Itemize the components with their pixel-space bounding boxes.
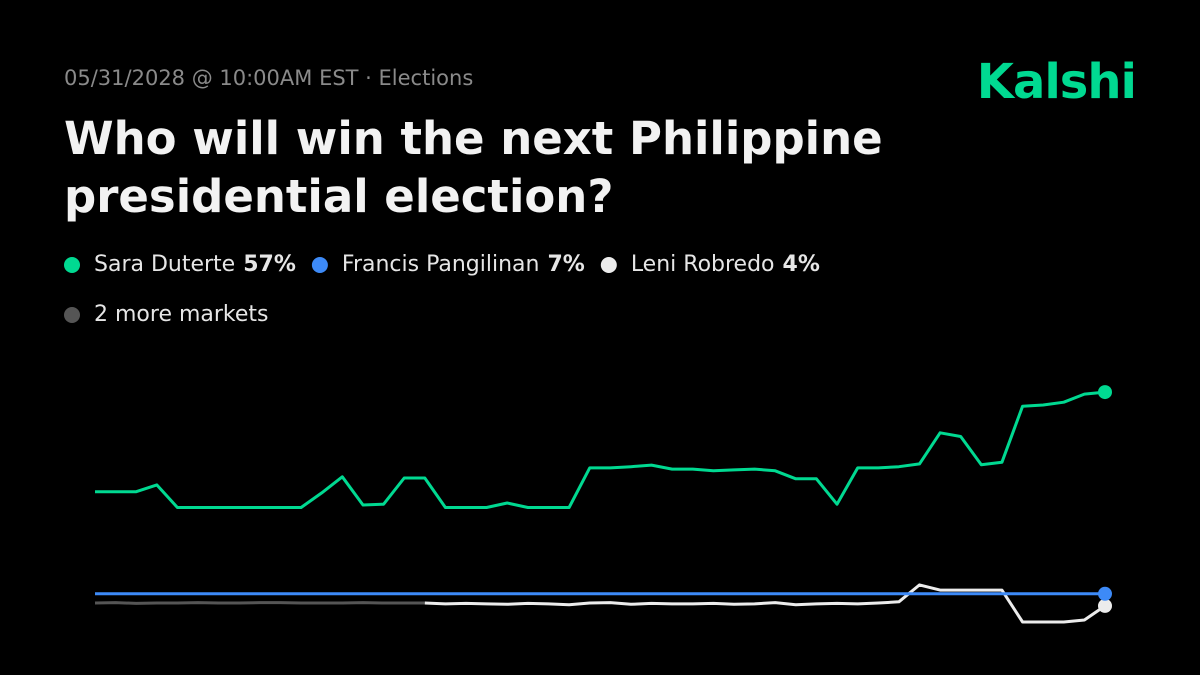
meta: 05/31/2028 @ 10:00AM EST · Elections <box>64 66 474 90</box>
end-dot <box>1098 598 1112 613</box>
legend-dot <box>311 257 328 273</box>
legend-name: 2 more markets <box>94 302 269 327</box>
legend-name: Sara Duterte <box>94 252 235 277</box>
series-line <box>94 601 425 605</box>
end-dot <box>1098 586 1112 601</box>
legend-value: 7% <box>547 252 584 277</box>
legend-dot <box>64 307 80 323</box>
legend-value: 57% <box>243 252 296 277</box>
chart-title: Who will win the next Philippine preside… <box>64 112 883 223</box>
legend-name: Leni Robredo <box>631 252 775 277</box>
legend-value: 4% <box>783 252 820 277</box>
brand-logo: Kalshi <box>976 54 1137 110</box>
legend-name: Francis Pangilinan <box>342 252 540 277</box>
end-dot <box>1098 385 1112 400</box>
legend-dot <box>64 257 80 273</box>
series-line <box>95 390 1106 509</box>
series-line <box>424 583 1106 624</box>
legend-dot <box>600 257 617 273</box>
